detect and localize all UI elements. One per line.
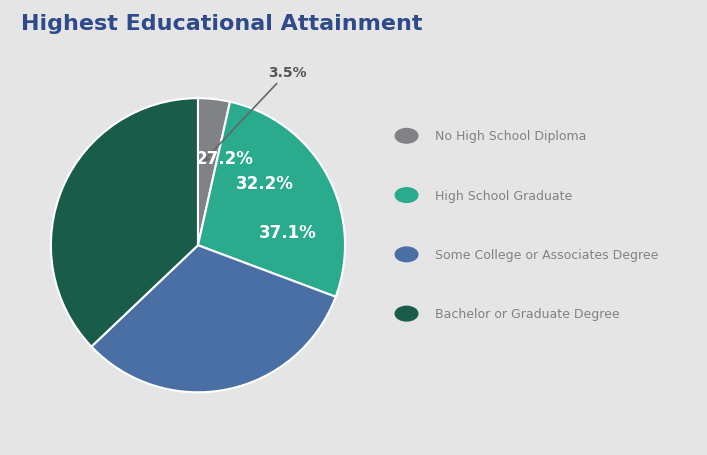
Text: 27.2%: 27.2% — [196, 150, 254, 168]
Text: No High School Diploma: No High School Diploma — [435, 130, 586, 143]
Wedge shape — [91, 246, 336, 392]
Text: 32.2%: 32.2% — [235, 174, 293, 192]
Text: 37.1%: 37.1% — [259, 223, 317, 241]
Wedge shape — [198, 99, 230, 246]
Text: Some College or Associates Degree: Some College or Associates Degree — [435, 248, 658, 261]
Text: Bachelor or Graduate Degree: Bachelor or Graduate Degree — [435, 308, 619, 320]
Text: 3.5%: 3.5% — [204, 66, 307, 162]
Wedge shape — [51, 99, 198, 347]
Text: Highest Educational Attainment: Highest Educational Attainment — [21, 14, 423, 34]
Text: High School Graduate: High School Graduate — [435, 189, 572, 202]
Wedge shape — [198, 102, 345, 297]
